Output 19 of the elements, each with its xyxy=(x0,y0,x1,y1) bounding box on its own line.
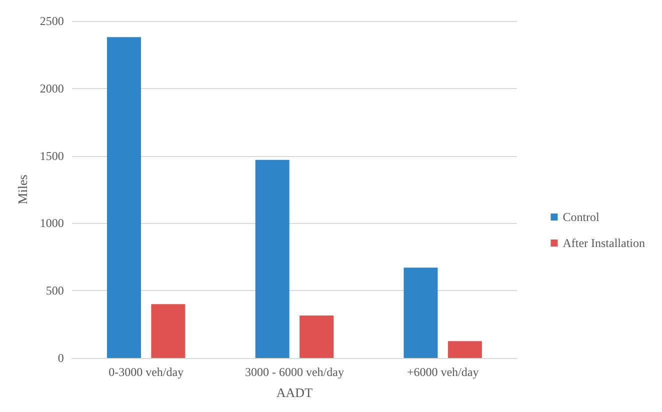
x-tick-label: 3000 - 6000 veh/day xyxy=(244,365,344,379)
y-tick-label: 2000 xyxy=(40,81,64,96)
y-tick-label: 0 xyxy=(58,351,64,365)
x-tick-label: 0-3000 veh/day xyxy=(108,365,184,379)
bar xyxy=(255,160,290,358)
bar xyxy=(404,268,438,358)
y-tick-label: 1500 xyxy=(40,148,64,163)
y-tick-label: 1000 xyxy=(40,216,64,230)
y-tick-label: 500 xyxy=(46,284,64,298)
y-axis-title: Miles xyxy=(15,174,30,204)
bar xyxy=(448,341,482,358)
x-tick-label: +6000 veh/day xyxy=(406,365,479,379)
bar xyxy=(106,37,141,358)
legend-label: After Installation xyxy=(562,236,646,250)
bar xyxy=(151,304,186,358)
legend-label: Control xyxy=(562,210,600,224)
bar xyxy=(300,316,334,358)
y-tick-label: 2500 xyxy=(40,14,64,28)
x-axis-title: AADT xyxy=(276,385,313,400)
